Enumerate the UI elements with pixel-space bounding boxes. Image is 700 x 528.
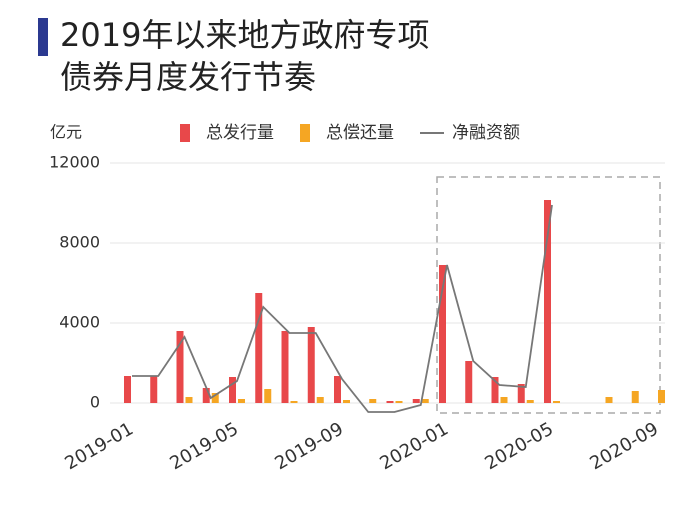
bar <box>255 293 263 403</box>
bar <box>526 400 534 403</box>
line <box>132 204 553 413</box>
bar <box>334 376 341 403</box>
bar <box>176 331 184 403</box>
bar <box>281 331 289 403</box>
bar <box>386 401 394 403</box>
title-accent <box>38 18 48 56</box>
bar <box>631 391 639 403</box>
bar <box>211 393 219 403</box>
bar <box>517 384 525 403</box>
bar <box>412 399 420 403</box>
bar <box>369 399 377 403</box>
bar <box>307 327 315 403</box>
highlight-box <box>436 176 661 414</box>
y-axis-label: 亿元 <box>50 123 82 142</box>
bar <box>229 377 236 403</box>
legend-label: 总偿还量 <box>326 123 394 143</box>
bar <box>150 376 158 403</box>
bar <box>439 265 446 403</box>
x-tick-label: 2020-01 <box>376 418 452 474</box>
bar <box>421 399 429 403</box>
bar <box>290 401 298 403</box>
y-tick-label: 12000 <box>49 153 100 172</box>
bar <box>605 397 613 403</box>
bar <box>124 376 131 403</box>
bar <box>238 399 245 403</box>
bar <box>202 388 210 403</box>
x-tick-label: 2019-05 <box>166 418 242 474</box>
bar <box>465 361 473 403</box>
legend-label: 总发行量 <box>206 123 274 143</box>
legend-swatch <box>180 124 190 142</box>
bar <box>343 400 350 403</box>
bar <box>316 397 324 403</box>
y-tick-label: 0 <box>90 393 100 412</box>
chart-title: 2019年以来地方政府专项债券月度发行节奏 <box>60 16 429 96</box>
x-tick-label: 2019-01 <box>61 418 137 474</box>
bar <box>264 389 272 403</box>
x-tick-label: 2019-09 <box>271 418 347 474</box>
bar <box>395 401 403 403</box>
x-tick-label: 2020-05 <box>481 418 557 474</box>
bar <box>185 397 193 403</box>
bar <box>553 401 560 403</box>
y-tick-label: 4000 <box>59 313 100 332</box>
x-tick-label: 2020-09 <box>586 418 662 474</box>
bar <box>500 397 508 403</box>
legend-swatch <box>300 124 310 142</box>
legend-label: 净融资额 <box>452 123 520 143</box>
y-tick-label: 8000 <box>59 233 100 252</box>
bar <box>491 377 499 403</box>
bar <box>544 200 551 403</box>
bar <box>658 390 665 403</box>
